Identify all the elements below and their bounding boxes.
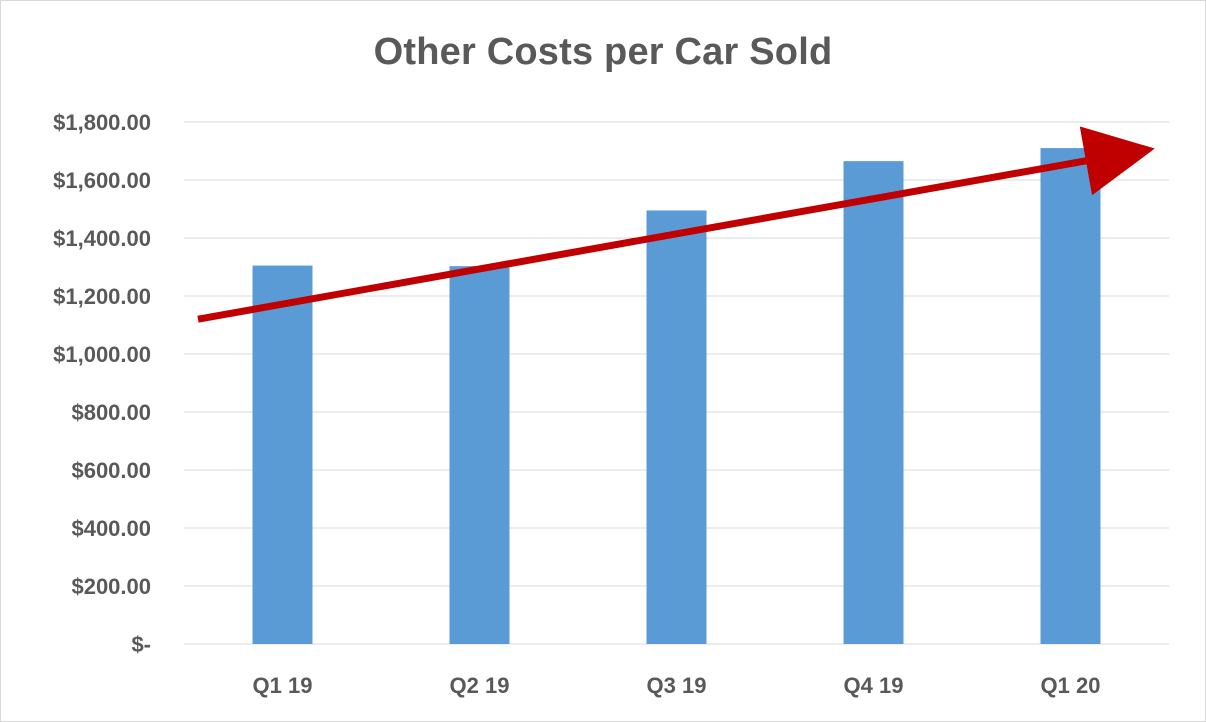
y-tick-label: $200.00 [71, 574, 151, 599]
x-tick-label: Q1 20 [1041, 673, 1101, 698]
trend-arrow [197, 126, 1155, 323]
chart-title: Other Costs per Car Sold [373, 31, 833, 73]
x-tick-label: Q1 19 [253, 673, 313, 698]
y-tick-label: $1,200.00 [53, 284, 151, 309]
bar-q4-19 [843, 161, 904, 644]
bar-q2-19 [449, 266, 510, 644]
y-tick-label: $1,000.00 [53, 342, 151, 367]
y-tick-label: $1,800.00 [53, 110, 151, 135]
y-tick-label: $1,400.00 [53, 226, 151, 251]
bar-q1-20 [1040, 148, 1101, 644]
y-tick-label: $800.00 [71, 400, 151, 425]
annotations [197, 126, 1155, 323]
x-tick-label: Q2 19 [450, 673, 510, 698]
y-tick-label: $- [131, 632, 151, 657]
x-tick-label: Q4 19 [844, 673, 904, 698]
y-tick-label: $600.00 [71, 458, 151, 483]
bar-q1-19 [252, 265, 313, 644]
y-tick-label: $1,600.00 [53, 168, 151, 193]
x-tick-label: Q3 19 [647, 673, 707, 698]
y-tick-label: $400.00 [71, 516, 151, 541]
y-axis-ticks: $- $200.00 $400.00 $600.00 $800.00 $1,000.00 $… [53, 110, 151, 657]
bar-series [252, 148, 1101, 644]
x-axis-ticks: Q1 19 Q2 19 Q3 19 Q4 19 Q1 20 [253, 673, 1101, 698]
bar-q3-19 [646, 210, 707, 644]
